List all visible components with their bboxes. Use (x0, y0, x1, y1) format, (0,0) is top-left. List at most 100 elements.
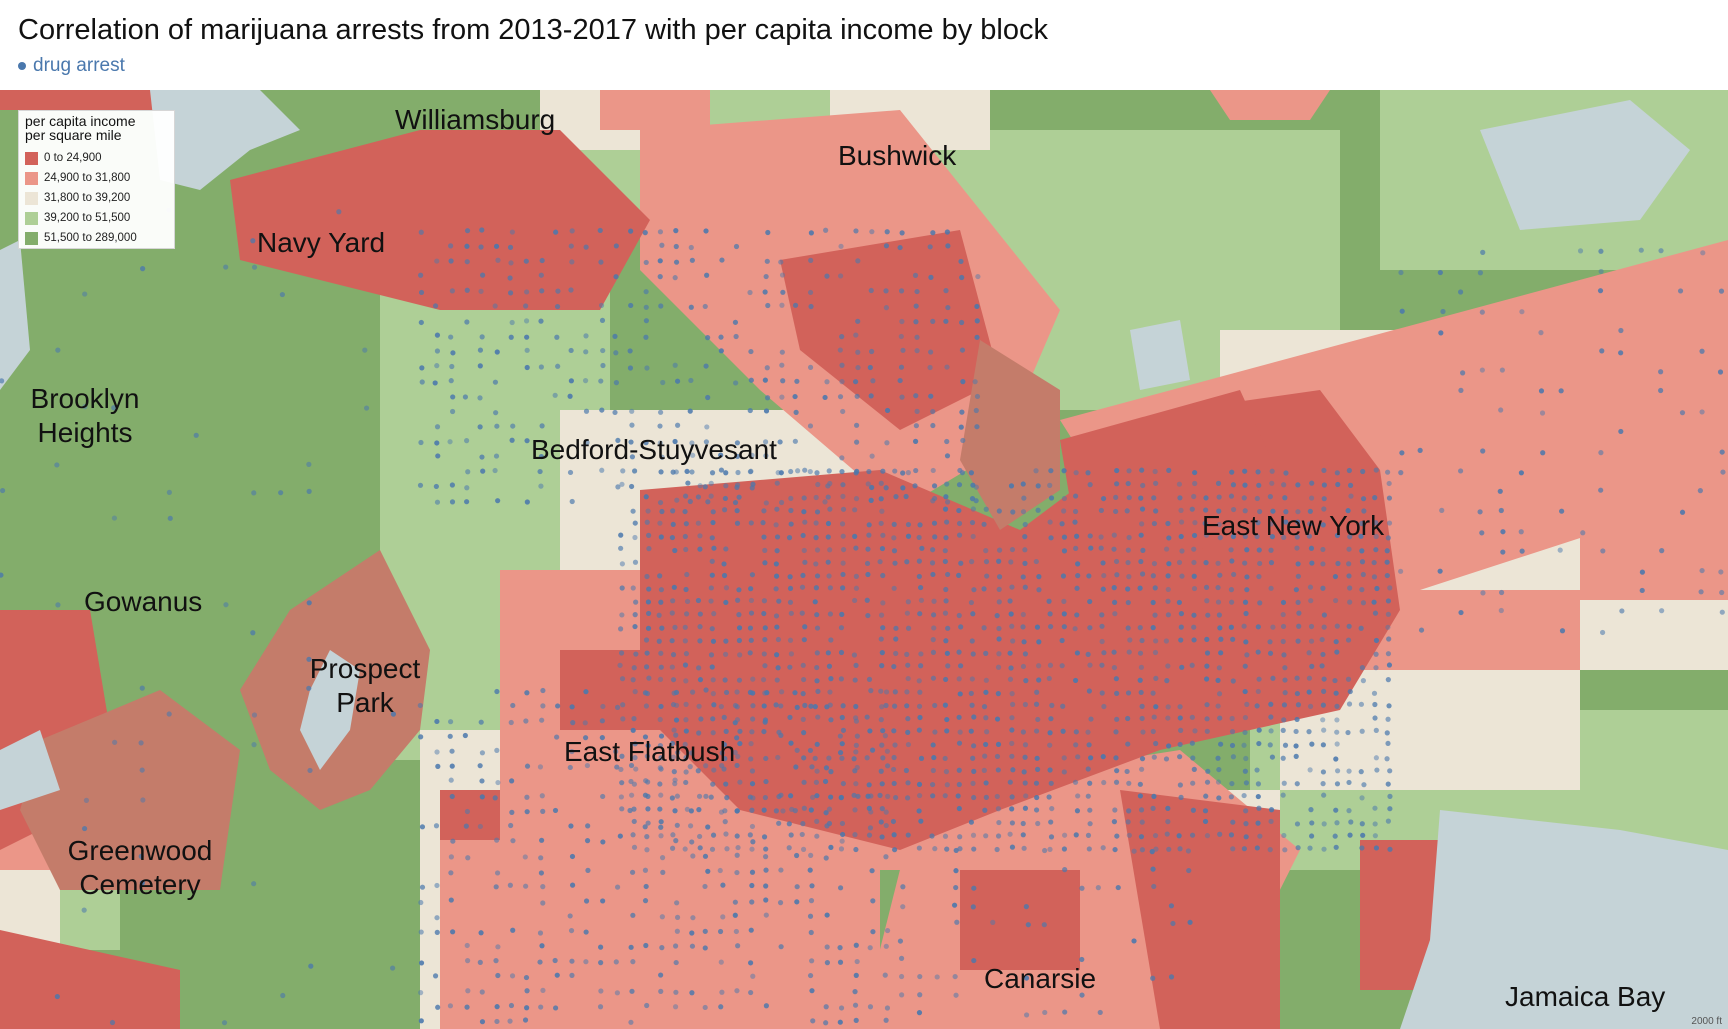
arrest-dot (1269, 468, 1275, 474)
arrest-dot (1131, 938, 1137, 944)
arrest-dot (1295, 561, 1301, 567)
arrest-dot (839, 468, 845, 475)
choropleth-map[interactable] (0, 90, 1728, 1029)
arrest-dot (866, 532, 872, 538)
arrest-dot (931, 483, 938, 489)
arrest-dot (709, 626, 715, 632)
arrest-dot (1126, 832, 1132, 838)
arrest-dot (943, 318, 949, 324)
arrest-dot (1074, 650, 1080, 656)
arrest-dot (696, 730, 702, 736)
arrest-dot (685, 480, 691, 486)
arrest-dot (599, 718, 605, 724)
arrest-dot (764, 258, 770, 264)
arrest-dot (1295, 638, 1301, 644)
arrest-dot (1022, 560, 1028, 566)
arrest-dot (809, 764, 815, 770)
arrest-dot (434, 929, 440, 935)
arrest-dot (1072, 677, 1079, 684)
arrest-dot (1359, 520, 1365, 527)
arrest-dot (1257, 833, 1263, 839)
arrest-dot (613, 959, 619, 965)
arrest-dot (852, 768, 858, 774)
arrest-dot (878, 520, 884, 526)
arrest-dot (619, 585, 625, 591)
arrest-dot (1165, 663, 1171, 669)
arrest-dot (1009, 820, 1016, 826)
arrest-dot (778, 703, 784, 709)
arrest-dot (630, 585, 636, 591)
arrest-dot (1679, 410, 1686, 416)
arrest-dot (478, 930, 484, 936)
arrest-dot (447, 733, 453, 739)
arrest-dot (1020, 820, 1026, 827)
arrest-dot (1035, 507, 1041, 513)
arrest-dot (773, 561, 779, 567)
arrest-dot (723, 831, 729, 837)
arrest-dot (688, 750, 695, 756)
arrest-dot (968, 690, 974, 696)
arrest-dot (448, 719, 454, 725)
arrest-dot (840, 727, 847, 733)
arrest-dot (673, 989, 679, 995)
arrest-dot (688, 304, 694, 310)
arrest-dot (478, 719, 484, 725)
arrest-dot (953, 884, 959, 891)
arrest-dot (838, 625, 845, 631)
arrest-dot (814, 470, 820, 476)
arrest-dot (1229, 729, 1236, 735)
arrest-dot (749, 485, 755, 491)
arrest-dot (1307, 508, 1313, 514)
arrest-dot (981, 625, 987, 631)
arrest-dot (1138, 807, 1145, 813)
arrest-dot (1242, 533, 1248, 540)
map-canvas[interactable] (0, 90, 1728, 1029)
arrest-dot (585, 823, 591, 829)
arrest-dot (645, 625, 652, 631)
arrest-dot (508, 1002, 515, 1009)
arrest-dot (672, 781, 678, 787)
arrest-dot (554, 334, 560, 340)
arrest-dot (1139, 847, 1145, 853)
arrest-dot (629, 792, 635, 798)
arrest-dot (1048, 468, 1054, 474)
arrest-dot (956, 649, 962, 655)
arrest-dot (1372, 805, 1378, 811)
arrest-dot (1281, 832, 1287, 839)
arrest-dot (599, 407, 605, 413)
arrest-dot (1386, 703, 1392, 709)
arrest-dot (718, 334, 724, 340)
arrest-dot (1282, 665, 1288, 671)
arrest-dot (568, 927, 575, 934)
arrest-dot (1112, 599, 1118, 605)
arrest-dot (1559, 508, 1565, 514)
arrest-dot (1191, 612, 1197, 618)
arrest-dot (658, 733, 665, 739)
arrest-dot (509, 319, 515, 326)
arrest-dot (778, 259, 784, 265)
arrest-dot (788, 832, 794, 838)
arrest-dot (1153, 846, 1159, 852)
arrest-dot (1023, 904, 1029, 910)
arrest-dot (1087, 598, 1093, 605)
arrest-dot (552, 807, 559, 814)
arrest-dot (363, 405, 370, 411)
arrest-dot (1124, 768, 1130, 775)
arrest-dot (1417, 447, 1423, 453)
arrest-dot (1257, 600, 1263, 606)
arrest-dot (632, 559, 639, 565)
arrest-dot (0, 572, 4, 578)
arrest-dot (749, 846, 755, 852)
arrest-dot (464, 438, 470, 444)
arrest-dot (643, 637, 650, 643)
arrest-dot (1100, 495, 1107, 502)
arrest-dot (762, 625, 768, 631)
arrest-dot (995, 664, 1002, 670)
legend-items: 0 to 24,900 24,900 to 31,800 31,800 to 3… (25, 148, 137, 248)
arrest-dot (930, 498, 936, 504)
arrest-dot (599, 734, 605, 741)
arrest-dot (841, 546, 847, 553)
arrest-dot (1659, 608, 1665, 614)
arrest-dot (749, 768, 756, 774)
arrest-dot (773, 808, 779, 814)
